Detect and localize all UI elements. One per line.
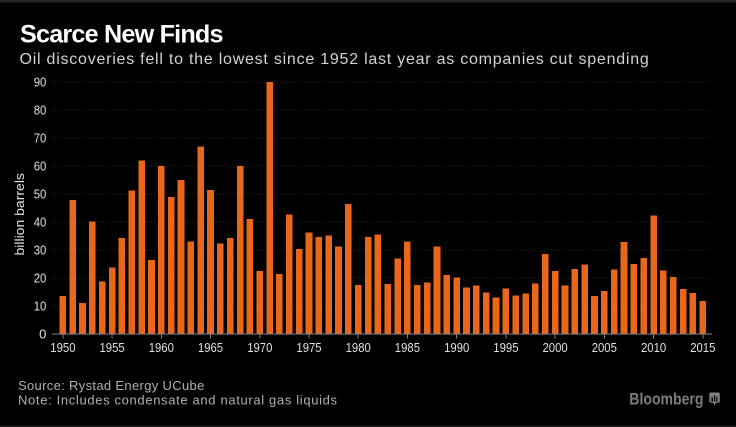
svg-text:Bloomberg: Bloomberg <box>629 391 703 409</box>
svg-text:2000: 2000 <box>543 340 568 355</box>
svg-text:2005: 2005 <box>592 340 617 355</box>
svg-text:1960: 1960 <box>149 340 174 355</box>
svg-text:1970: 1970 <box>247 340 272 355</box>
svg-text:Source: Rystad Energy UCube: Source: Rystad Energy UCube <box>18 378 204 393</box>
svg-text:30: 30 <box>34 242 47 257</box>
svg-text:1965: 1965 <box>198 340 223 355</box>
svg-text:70: 70 <box>34 130 47 145</box>
svg-text:Note: Includes condensate and: Note: Includes condensate and natural ga… <box>18 393 338 408</box>
svg-text:1985: 1985 <box>395 340 420 355</box>
svg-text:40: 40 <box>34 214 47 229</box>
svg-text:80: 80 <box>34 102 47 117</box>
svg-text:90: 90 <box>34 74 47 89</box>
svg-text:Scarce New Finds: Scarce New Finds <box>20 21 224 49</box>
svg-text:1995: 1995 <box>493 340 518 355</box>
svg-text:10: 10 <box>34 298 47 313</box>
svg-text:2015: 2015 <box>690 340 715 355</box>
svg-text:60: 60 <box>34 158 47 173</box>
svg-text:1975: 1975 <box>296 340 321 355</box>
svg-text:1950: 1950 <box>50 340 75 355</box>
svg-text:Oil discoveries fell to the lo: Oil discoveries fell to the lowest since… <box>20 51 649 68</box>
svg-text:billion barrels: billion barrels <box>12 173 27 256</box>
svg-text:1955: 1955 <box>100 340 125 355</box>
svg-text:1980: 1980 <box>346 340 371 355</box>
svg-text:0: 0 <box>39 326 46 341</box>
svg-text:1990: 1990 <box>444 340 469 355</box>
svg-text:2010: 2010 <box>641 340 666 355</box>
svg-text:20: 20 <box>34 270 47 285</box>
svg-text:50: 50 <box>34 186 47 201</box>
